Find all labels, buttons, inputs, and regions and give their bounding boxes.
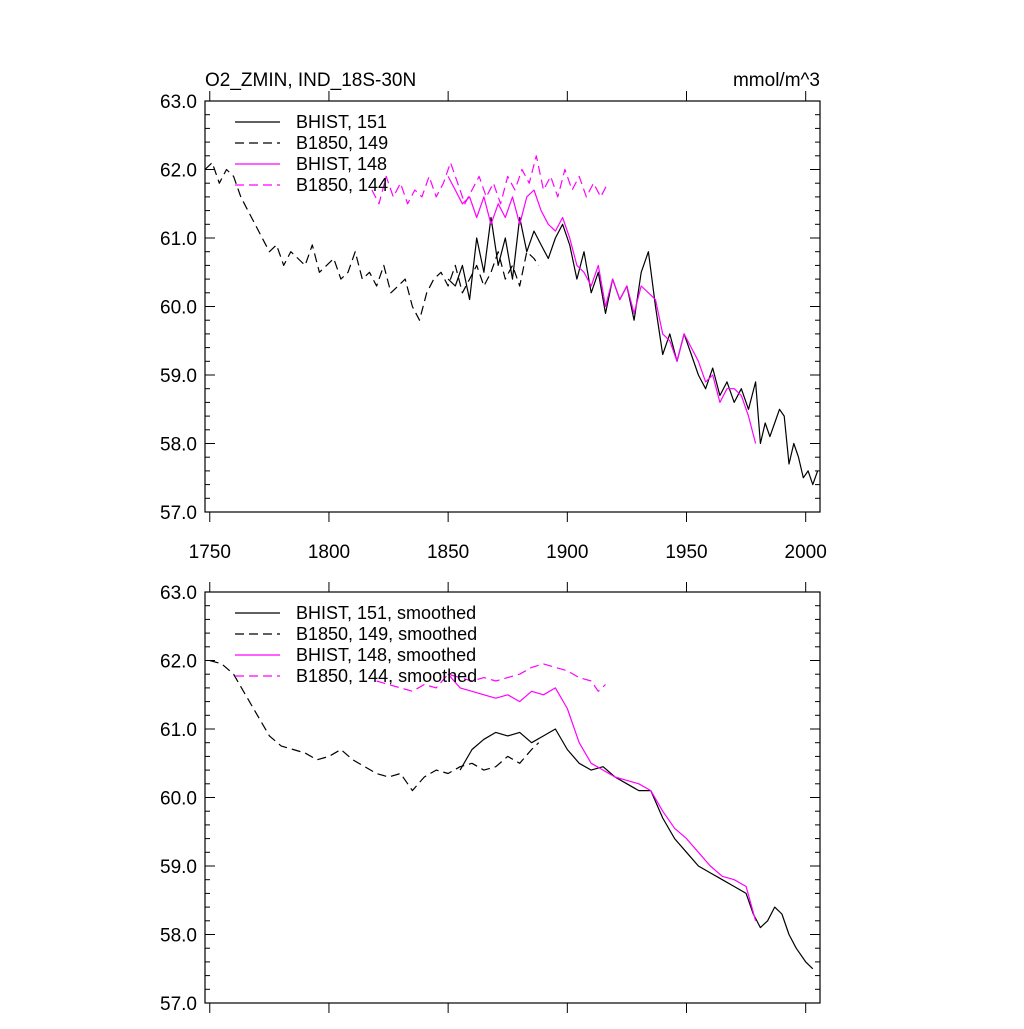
top-plot-frame [204,100,821,513]
legend-label-b1850-144: B1850, 144 [296,175,388,195]
legend-label-bhist-151: BHIST, 151 [296,112,387,132]
x-tick-label: 1800 [308,542,350,563]
y-tick-label: 57.0 [160,994,197,1015]
bottom-axes: 57.0 58.0 59.0 60.0 61.0 62.0 63.0 [160,582,820,1015]
legend-label-bhist-148: BHIST, 148 [296,154,387,174]
y-tick-label: 63.0 [160,583,197,604]
y-tick-label: 57.0 [160,503,197,524]
series-line-bhist-151-smoothed [459,728,814,970]
bottom-plot-frame [204,591,821,1004]
top-axes: 57.0 58.0 59.0 60.0 61.0 62.0 63.0 1750 1800 1850… [160,91,827,563]
x-tick-label: 1950 [665,542,707,563]
legend-label-b1850-149-smoothed: B1850, 149, smoothed [296,624,477,644]
series-line-bhist-148-smoothed [447,673,757,921]
legend-label-bhist-151-smoothed: BHIST, 151, smoothed [296,603,476,623]
x-tick-label: 1850 [427,542,469,563]
y-tick-label: 63.0 [160,92,197,113]
top-series [204,155,819,486]
y-tick-label: 60.0 [160,298,197,319]
y-tick-label: 58.0 [160,435,197,456]
legend-label-bhist-148-smoothed: BHIST, 148, smoothed [296,645,476,665]
units-label: mmol/m^3 [733,70,820,91]
chart-title: O2_ZMIN, IND_18S-30N [205,70,416,91]
series-line-b1850-149-smoothed [209,659,540,792]
y-tick-label: 62.0 [160,161,197,182]
y-tick-label: 58.0 [160,926,197,947]
bottom-legend: BHIST, 151, smoothed B1850, 149, smoothe… [235,603,477,686]
bottom-series [209,659,814,970]
top-panel: O2_ZMIN, IND_18S-30N mmol/m^3 57.0 58.0 59… [160,70,827,563]
x-tick-label: 2000 [785,542,827,563]
y-tick-label: 62.0 [160,652,197,673]
y-tick-label: 59.0 [160,366,197,387]
legend-label-b1850-149: B1850, 149 [296,133,388,153]
series-line-bhist-148 [447,176,757,444]
x-tick-label: 1750 [189,542,231,563]
y-tick-label: 60.0 [160,789,197,810]
x-tick-label: 1900 [546,542,588,563]
y-tick-label: 61.0 [160,720,197,741]
series-line-b1850-144-smoothed [376,663,606,692]
y-tick-label: 59.0 [160,857,197,878]
series-line-b1850-149 [204,162,540,321]
series-line-b1850-144 [371,155,609,205]
bottom-panel: 57.0 58.0 59.0 60.0 61.0 62.0 63.0 BHIST, 151,… [160,582,821,1015]
top-legend: BHIST, 151 B1850, 149 BHIST, 148 B1850, … [235,112,388,195]
y-tick-label: 61.0 [160,229,197,250]
legend-label-b1850-144-smoothed: B1850, 144, smoothed [296,666,477,686]
series-line-bhist-151 [447,216,819,486]
